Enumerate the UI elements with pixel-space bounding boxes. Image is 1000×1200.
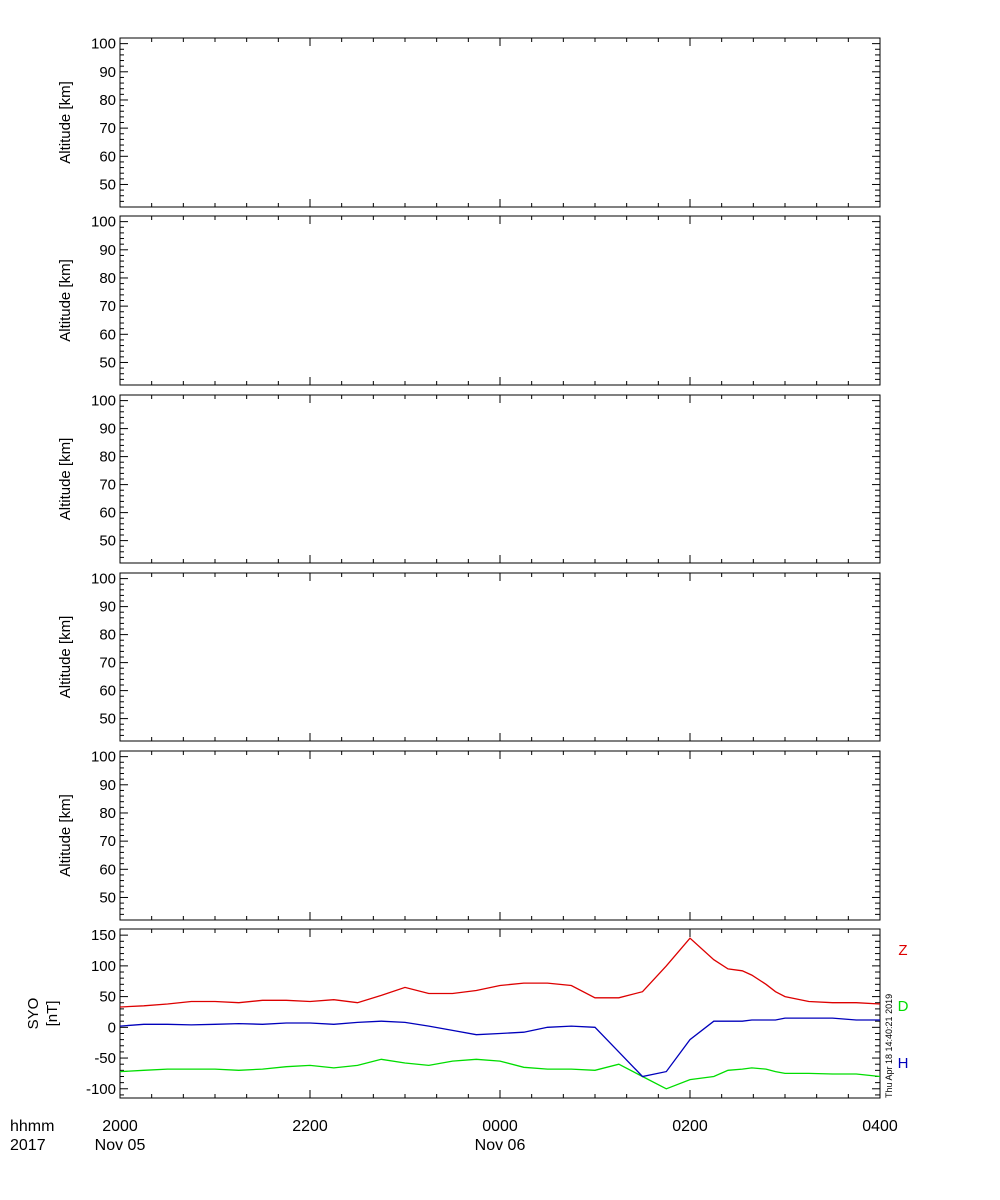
x-tick-date: Nov 05 bbox=[95, 1137, 146, 1154]
y-axis-label: Altitude [km] bbox=[57, 438, 74, 521]
y-tick-label: 80 bbox=[99, 805, 116, 822]
y-tick-label: 70 bbox=[99, 477, 116, 494]
x-tick-label: 2200 bbox=[292, 1118, 328, 1135]
y-tick-label: 100 bbox=[91, 214, 116, 231]
y-tick-label: 100 bbox=[91, 393, 116, 410]
y-tick-label: 50 bbox=[99, 354, 116, 371]
y-axis-unit: [nT] bbox=[44, 1001, 61, 1027]
series-d-line bbox=[119, 1058, 881, 1090]
panel-4: 50 60 70 80 90 100 Altitude [km] bbox=[57, 571, 881, 742]
x-tick-label: 2000 bbox=[102, 1118, 138, 1135]
y-tick-label: 70 bbox=[99, 833, 116, 850]
panel-2: 50 60 70 80 90 100 Altitude [km] bbox=[57, 214, 881, 386]
y-tick-label: 100 bbox=[91, 571, 116, 588]
series-z-line bbox=[119, 937, 881, 1008]
y-axis-label: Altitude [km] bbox=[57, 794, 74, 877]
footer-timestamp: Thu Apr 18 14:40:21 2019 bbox=[884, 994, 894, 1098]
y-tick-label: 100 bbox=[91, 36, 116, 53]
panel-3: 50 60 70 80 90 100 Altitude [km] bbox=[57, 393, 881, 564]
y-tick-label: 60 bbox=[99, 505, 116, 522]
panel-6: 150 100 50 0 -50 -100 SYO [nT] Z D H bbox=[25, 927, 909, 1099]
y-tick-label: -100 bbox=[86, 1081, 116, 1098]
legend-z: Z bbox=[898, 942, 907, 959]
y-tick-label: 90 bbox=[99, 599, 116, 616]
y-tick-label: 90 bbox=[99, 64, 116, 81]
y-tick-label: 70 bbox=[99, 298, 116, 315]
x-tick-label: 0200 bbox=[672, 1118, 708, 1135]
y-tick-label: 80 bbox=[99, 449, 116, 466]
panel-4-frame bbox=[119, 572, 881, 742]
y-tick-label: 50 bbox=[99, 711, 116, 728]
panel-3-frame bbox=[119, 394, 881, 564]
y-tick-label: 80 bbox=[99, 627, 116, 644]
panel-6-frame bbox=[119, 928, 881, 1099]
y-axis-label: Altitude [km] bbox=[57, 616, 74, 699]
y-tick-label: 90 bbox=[99, 421, 116, 438]
y-tick-label: 90 bbox=[99, 242, 116, 259]
y-tick-label: 60 bbox=[99, 683, 116, 700]
y-tick-label: 80 bbox=[99, 92, 116, 109]
x-axis-row1-label: hhmm bbox=[10, 1118, 54, 1135]
panel-1-frame bbox=[119, 37, 881, 208]
legend-h: H bbox=[898, 1055, 909, 1072]
y-tick-label: 100 bbox=[91, 749, 116, 766]
y-tick-label: 50 bbox=[99, 989, 116, 1006]
y-axis-label: SYO bbox=[25, 998, 42, 1030]
panel-5-frame bbox=[119, 750, 881, 921]
x-tick-label: 0000 bbox=[482, 1118, 518, 1135]
y-tick-label: 150 bbox=[91, 927, 116, 944]
legend-d: D bbox=[898, 998, 909, 1015]
y-tick-label: 50 bbox=[99, 889, 116, 906]
y-tick-label: 60 bbox=[99, 326, 116, 343]
panel-2-frame bbox=[119, 215, 881, 386]
y-tick-label: 70 bbox=[99, 120, 116, 137]
y-tick-label: 60 bbox=[99, 148, 116, 165]
x-tick-date: Nov 06 bbox=[475, 1137, 526, 1154]
x-axis-row2-label: 2017 bbox=[10, 1137, 46, 1154]
x-axis: hhmm 2017 2000 Nov 05 2200 0000 Nov 06 0200 04… bbox=[10, 1118, 898, 1154]
series-h-line bbox=[119, 1017, 880, 1078]
y-tick-label: 50 bbox=[99, 533, 116, 550]
panels-group: 50 60 70 80 90 100 Altitude [km] 50 60 70 80 90 100 A… bbox=[25, 36, 909, 1099]
y-axis-label: Altitude [km] bbox=[57, 81, 74, 164]
y-axis-label: Altitude [km] bbox=[57, 259, 74, 342]
y-tick-label: 0 bbox=[108, 1019, 116, 1036]
y-tick-label: 90 bbox=[99, 777, 116, 794]
y-tick-label: 80 bbox=[99, 270, 116, 287]
panel-1: 50 60 70 80 90 100 Altitude [km] bbox=[57, 36, 881, 208]
y-tick-label: 50 bbox=[99, 176, 116, 193]
y-tick-label: 70 bbox=[99, 655, 116, 672]
x-tick-label: 0400 bbox=[862, 1118, 898, 1135]
y-tick-label: 60 bbox=[99, 861, 116, 878]
y-tick-label: 100 bbox=[91, 958, 116, 975]
y-tick-label: -50 bbox=[94, 1050, 116, 1067]
panel-5: 50 60 70 80 90 100 Altitude [km] bbox=[57, 749, 881, 921]
